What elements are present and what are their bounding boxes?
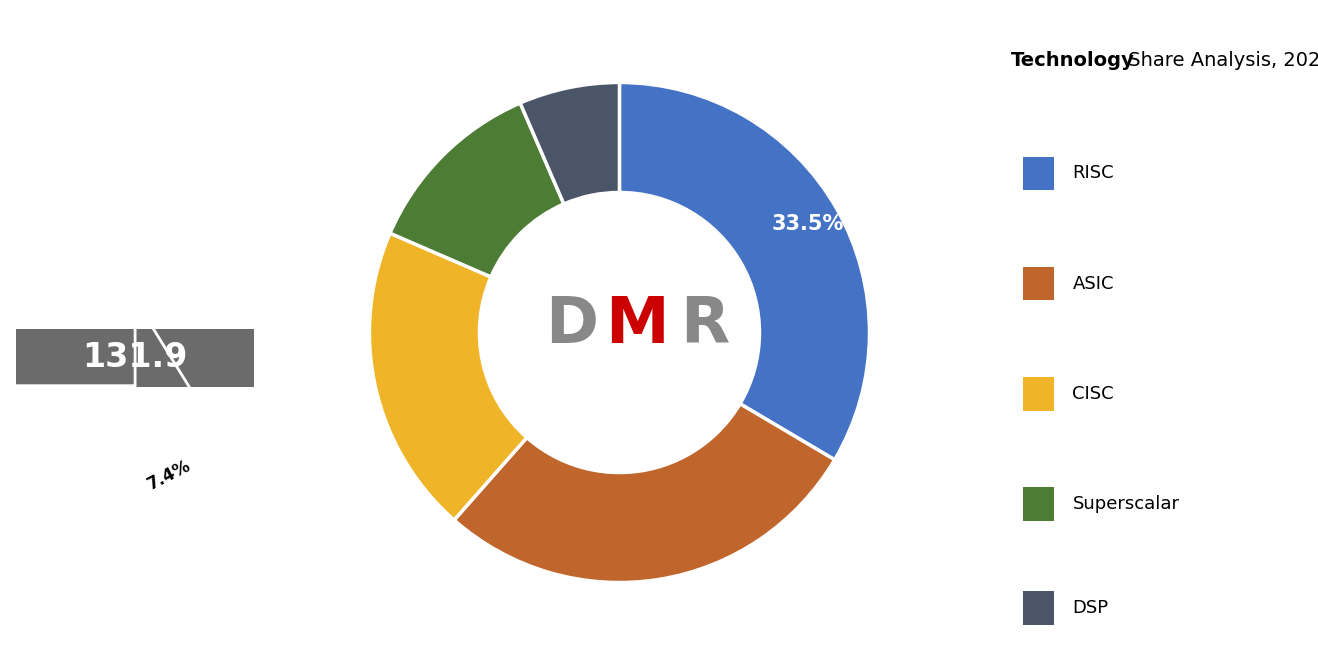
Wedge shape [369,233,527,520]
FancyBboxPatch shape [16,329,254,387]
FancyBboxPatch shape [1023,377,1054,410]
Text: RISC: RISC [1073,164,1114,182]
Text: 131.9: 131.9 [83,341,187,374]
Text: 7.4%: 7.4% [144,457,194,494]
Text: M: M [605,294,668,356]
Text: Technology: Technology [1011,51,1135,70]
Wedge shape [521,82,619,204]
Text: CAGR
2024-2033: CAGR 2024-2033 [24,398,107,460]
FancyBboxPatch shape [1023,156,1054,190]
Text: Global Microprocessor
Market Size
(USD Billion), 2024: Global Microprocessor Market Size (USD B… [25,235,245,303]
Text: 33.5%: 33.5% [771,214,844,234]
FancyBboxPatch shape [1023,591,1054,624]
Text: CISC: CISC [1073,384,1114,403]
Text: DSP: DSP [1073,598,1108,617]
Text: Superscalar: Superscalar [1073,495,1180,513]
Text: D: D [546,294,598,356]
Wedge shape [455,404,834,583]
Wedge shape [390,103,564,277]
FancyBboxPatch shape [108,406,227,549]
FancyBboxPatch shape [1023,267,1054,301]
Wedge shape [619,82,870,460]
FancyBboxPatch shape [1023,487,1054,521]
Text: Share Analysis, 2024: Share Analysis, 2024 [1122,51,1318,70]
Text: R: R [680,294,729,356]
Text: Dimension: Dimension [49,72,221,100]
Text: Market: Market [78,129,192,157]
Text: ASIC: ASIC [1073,275,1114,293]
Text: Research: Research [59,186,211,213]
